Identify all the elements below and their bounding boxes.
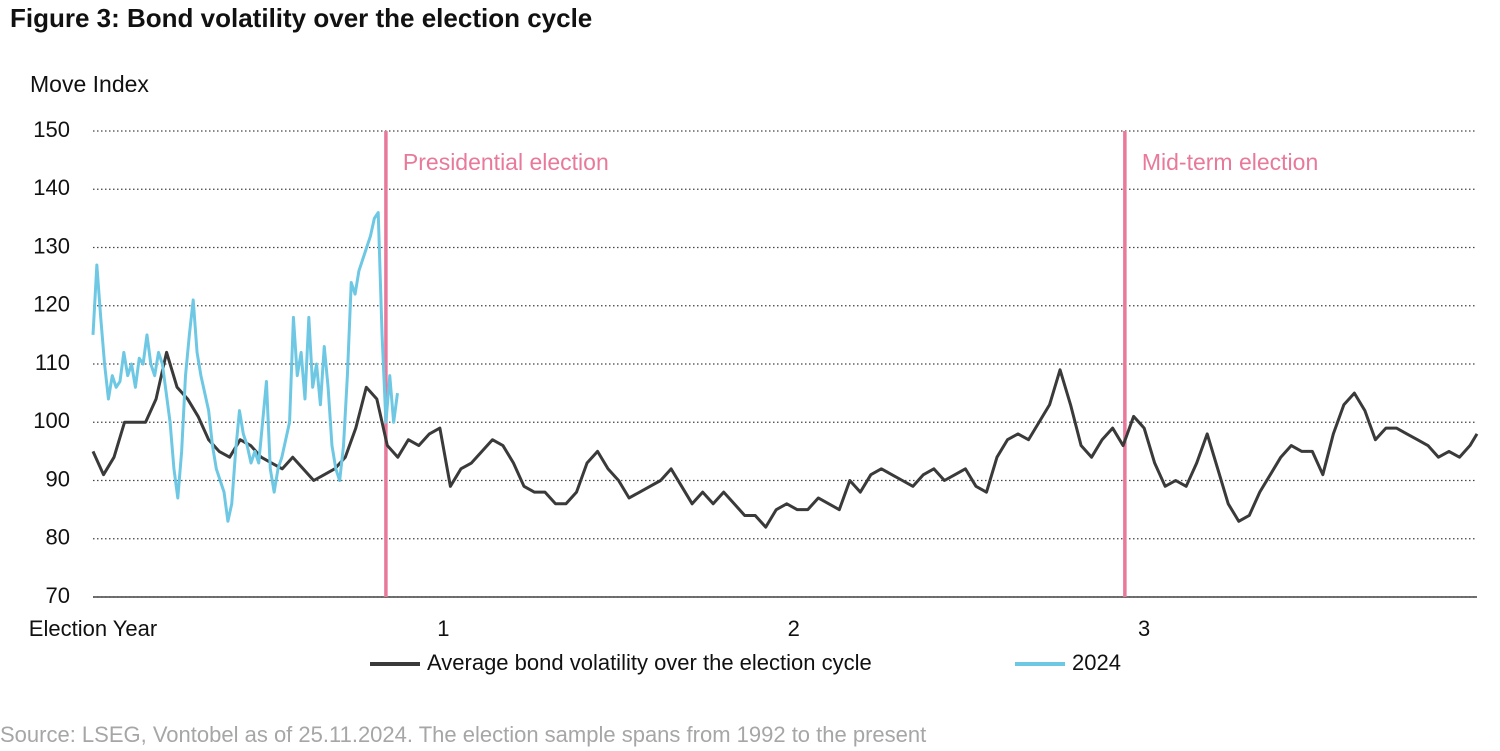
y-tick-label: 140 xyxy=(33,175,70,200)
y-tick-label: 110 xyxy=(35,350,70,375)
y-tick-label: 150 xyxy=(33,117,70,142)
y-tick-label: 100 xyxy=(33,408,70,433)
y-tick-label: 120 xyxy=(33,292,70,317)
series-line xyxy=(91,211,399,523)
y-tick-label: 70 xyxy=(46,583,70,608)
x-tick-label: 3 xyxy=(1138,616,1150,641)
series-line xyxy=(91,350,1479,529)
y-tick-label: 80 xyxy=(46,525,70,550)
source-note: Source: LSEG, Vontobel as of 25.11.2024.… xyxy=(0,722,926,747)
y-axis-label: Move Index xyxy=(30,71,149,97)
legend-label: Average bond volatility over the electio… xyxy=(427,650,872,675)
y-tick-label: 90 xyxy=(46,466,70,491)
legend-label: 2024 xyxy=(1072,650,1121,675)
x-tick-label: 2 xyxy=(788,616,800,641)
y-tick-label: 130 xyxy=(33,233,70,258)
event-label: Mid-term election xyxy=(1142,149,1318,175)
x-tick-label: Election Year xyxy=(29,616,157,641)
chart-title: Figure 3: Bond volatility over the elect… xyxy=(10,3,592,33)
x-tick-label: 1 xyxy=(437,616,449,641)
event-label: Presidential election xyxy=(403,149,609,175)
